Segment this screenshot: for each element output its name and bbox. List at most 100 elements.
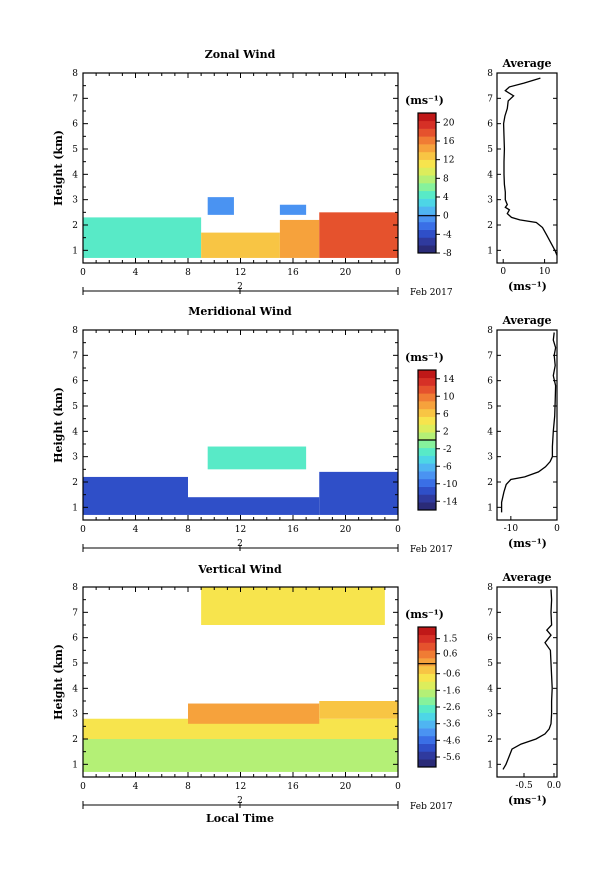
x-tick-label: 0	[80, 525, 86, 535]
colorbar-tick-label: 8	[443, 174, 449, 184]
colorbar-tick-label: 12	[443, 156, 454, 166]
y-tick-label: 7	[72, 94, 78, 104]
x-tick-label: 4	[133, 782, 139, 792]
colorbar-segment	[418, 650, 436, 659]
meridional-wind-panel: Meridional Wind Height (km) 0 4 8 12 16 20 0 1…	[52, 305, 560, 555]
colorbar-segment	[418, 720, 436, 729]
x-tick-label: 0	[80, 268, 86, 278]
x-tick-label: 0	[80, 782, 86, 792]
x-tick-label: 12	[235, 525, 246, 535]
profile-y-tick-label: 2	[487, 221, 493, 231]
colorbar-tick-label: 10	[443, 392, 455, 402]
vertical-wind-panel: Vertical Wind Height (km) 0 4 8 12 16 20 0 1 12…	[52, 563, 561, 825]
y-tick-label: 1	[72, 760, 78, 770]
wind-field-region	[319, 471, 398, 515]
colorbar-segment	[418, 206, 436, 215]
x-tick-label: 8	[185, 268, 191, 278]
y-tick-label: 4	[72, 427, 78, 437]
y-axis-label: Height (km)	[52, 387, 65, 463]
colorbar-segment	[418, 190, 436, 199]
profile-frame	[496, 72, 558, 264]
average-profile: Average -10 0 (ms⁻¹)	[496, 314, 560, 550]
profile-y-tick-label: 5	[487, 145, 493, 155]
profile-x-tick-label: 0	[554, 524, 560, 534]
profile-y-tick-label: 1	[487, 246, 493, 256]
y-axis-label: Height (km)	[52, 130, 65, 206]
colorbar-segment	[418, 175, 436, 184]
colorbar-segment	[418, 478, 436, 487]
colorbar-segment	[418, 167, 436, 176]
average-profile: Average -0.5 0.0 (ms⁻¹)	[496, 571, 562, 807]
panel-title: Vertical Wind	[197, 563, 282, 576]
profile-y-tick-label: 6	[487, 377, 493, 387]
colorbar-segment	[418, 494, 436, 503]
panel-title: Meridional Wind	[188, 305, 292, 318]
profile-y-tick-label: 3	[487, 196, 493, 206]
wind-field-region	[207, 197, 234, 215]
colorbar-segment	[418, 486, 436, 495]
y-tick-label: 7	[72, 351, 78, 361]
colorbar-segment	[418, 440, 436, 449]
colorbar-tick-label: 20	[443, 118, 455, 128]
colorbar-segment	[418, 159, 436, 168]
colorbar-segment	[418, 128, 436, 137]
x-tick-label: 12	[235, 782, 246, 792]
wind-field-region	[201, 587, 385, 625]
profile-y-tick-label: 8	[487, 583, 493, 593]
colorbar-segment	[418, 214, 436, 223]
colorbar-segment	[418, 502, 436, 511]
profile-x-tick-label: 0	[500, 267, 506, 277]
wind-field-region	[319, 212, 398, 258]
profile-y-tick-label: 8	[487, 326, 493, 336]
colorbar-tick-label: 0	[443, 212, 449, 222]
profile-line	[502, 589, 553, 770]
profile-y-tick-label: 8	[487, 69, 493, 79]
wind-field-region	[83, 476, 188, 515]
colorbar-segment	[418, 658, 436, 667]
x-axis-label: Local Time	[206, 812, 274, 825]
y-tick-label: 6	[72, 634, 78, 644]
profile-title: Average	[501, 314, 551, 327]
y-tick-label: 5	[72, 145, 78, 155]
colorbar-tick-label: -4.6	[443, 736, 461, 746]
x-tick-label: 20	[340, 268, 352, 278]
colorbar-segment	[418, 416, 436, 425]
colorbar-segment	[418, 136, 436, 145]
colorbar-segment	[418, 463, 436, 472]
colorbar-tick-label: 0.6	[443, 650, 458, 660]
colorbar-segment	[418, 704, 436, 713]
colorbar-tick-label: 16	[443, 137, 455, 147]
y-tick-label: 7	[72, 608, 78, 618]
x-tick-label: 20	[340, 782, 352, 792]
panel-title: Zonal Wind	[205, 48, 276, 61]
profile-y-tick-label: 1	[487, 503, 493, 513]
profile-y-tick-label: 2	[487, 478, 493, 488]
colorbar-segment	[418, 393, 436, 402]
colorbar: 14 10 6 2 -2 -6 -10 -14	[417, 369, 458, 511]
y-tick-label: 2	[72, 478, 78, 488]
colorbar-segment	[418, 432, 436, 441]
profile-unit: (ms⁻¹)	[508, 537, 547, 550]
profile-y-tick-label: 4	[487, 684, 493, 694]
profile-x-tick-label: 0.0	[547, 781, 562, 791]
colorbar-segment	[418, 221, 436, 230]
colorbar-tick-label: -6	[443, 462, 452, 472]
y-tick-label: 1	[72, 246, 78, 256]
colorbar-segment	[418, 401, 436, 410]
zonal-wind-panel: Zonal Wind Height (km) 0 4 8 12 16 20 0 1 12 23 3…	[52, 48, 558, 298]
colorbar-segment	[418, 447, 436, 456]
y-ticks: 1 1 2 2 3 3 4 4 5 5 6 6 7 7 8 8	[72, 583, 557, 770]
y-tick-label: 8	[72, 583, 78, 593]
profile-y-tick-label: 6	[487, 634, 493, 644]
y-tick-label: 3	[72, 453, 78, 463]
colorbar-segment	[418, 183, 436, 192]
wind-field-region	[207, 446, 307, 470]
y-tick-label: 5	[72, 659, 78, 669]
colorbar-segment	[418, 237, 436, 246]
colorbar-segment	[418, 151, 436, 160]
x-tick-label: 16	[287, 782, 299, 792]
profile-y-tick-label: 6	[487, 120, 493, 130]
colorbar-segment	[418, 370, 436, 379]
wind-field-region	[201, 232, 280, 258]
y-axis-label: Height (km)	[52, 644, 65, 720]
